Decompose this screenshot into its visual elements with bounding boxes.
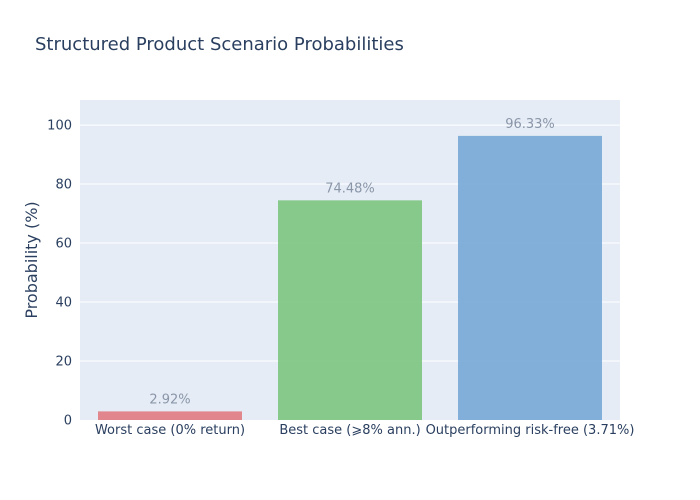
y-tick-label: 100 (47, 119, 72, 134)
chart-title: Structured Product Scenario Probabilitie… (35, 34, 404, 55)
x-axis-ticks: Worst case (0% return) Best case (⩾8% ann… (95, 423, 634, 438)
bars (98, 135, 602, 421)
bar (458, 135, 602, 421)
x-tick-label: Worst case (0% return) (95, 423, 245, 438)
y-axis-ticks: 0 20 40 60 80 100 (47, 119, 72, 429)
data-labels: 2.92% 74.48% 96.33% (149, 117, 554, 407)
bar (278, 200, 422, 420)
y-tick-label: 0 (64, 414, 72, 429)
bar-data-label: 2.92% (149, 392, 190, 407)
bar-data-label: 96.33% (505, 117, 555, 132)
bar (98, 411, 242, 420)
y-tick-label: 20 (55, 355, 72, 370)
y-tick-label: 40 (55, 296, 72, 311)
y-tick-label: 60 (55, 237, 72, 252)
bar-data-label: 74.48% (325, 181, 375, 196)
y-tick-label: 80 (55, 178, 72, 193)
x-tick-label: Best case (⩾8% ann.) (279, 423, 420, 438)
x-tick-label: Outperforming risk-free (3.71%) (426, 423, 635, 438)
y-axis-title: Probability (%) (22, 201, 41, 318)
